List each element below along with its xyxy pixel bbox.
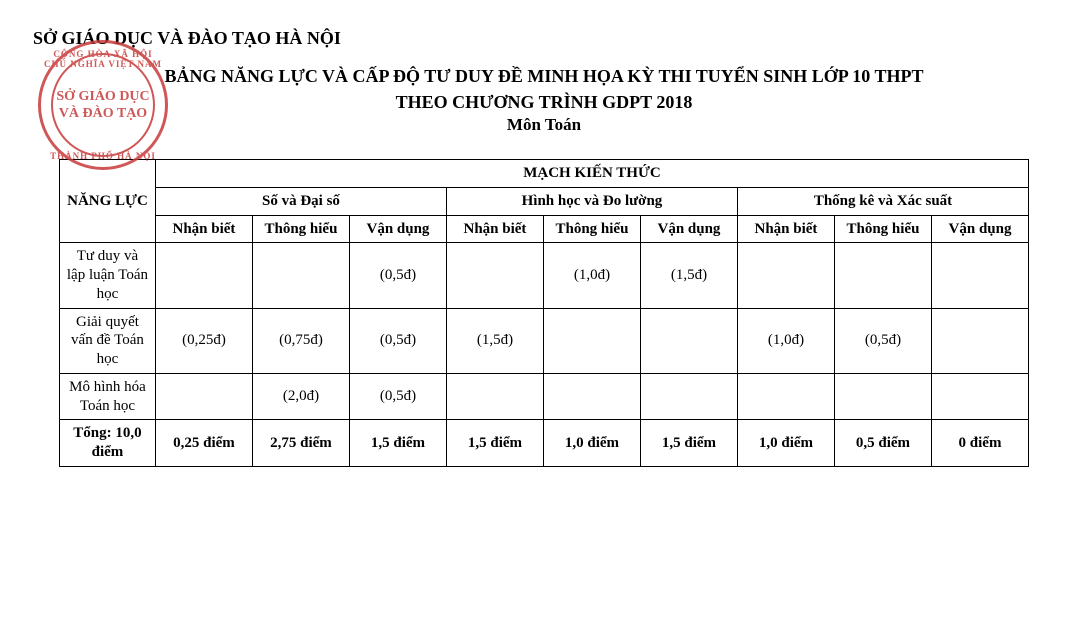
cell-1-6: (1,0đ): [737, 308, 834, 373]
header-level-1-2: Vận dụng: [640, 215, 737, 243]
cell-0-0: [155, 243, 252, 308]
cell-2-2: (0,5đ): [349, 373, 446, 420]
header-level-1-0: Nhận biết: [446, 215, 543, 243]
header-group-1: Hình học và Đo lường: [446, 187, 737, 215]
total-0: 0,25 điểm: [155, 420, 252, 467]
total-6: 1,0 điểm: [737, 420, 834, 467]
table-row: Giải quyết vấn đề Toán học (0,25đ) (0,75…: [59, 308, 1028, 373]
cell-1-3: (1,5đ): [446, 308, 543, 373]
totals-row: Tổng: 10,0 điểm 0,25 điểm 2,75 điểm 1,5 …: [59, 420, 1028, 467]
total-4: 1,0 điểm: [543, 420, 640, 467]
cell-2-8: [931, 373, 1028, 420]
cell-2-5: [640, 373, 737, 420]
total-7: 0,5 điểm: [834, 420, 931, 467]
header-nang-luc: NĂNG LỰC: [59, 160, 155, 243]
organization-name: SỞ GIÁO DỤC VÀ ĐÀO TẠO HÀ NỘI: [33, 28, 1058, 49]
cell-2-1: (2,0đ): [252, 373, 349, 420]
cell-1-8: [931, 308, 1028, 373]
row-name-1: Giải quyết vấn đề Toán học: [59, 308, 155, 373]
table-row: Tư duy và lập luận Toán học (0,5đ) (1,0đ…: [59, 243, 1028, 308]
cell-0-7: [834, 243, 931, 308]
cell-0-4: (1,0đ): [543, 243, 640, 308]
header-level-0-1: Thông hiểu: [252, 215, 349, 243]
cell-1-4: [543, 308, 640, 373]
header-level-2-0: Nhận biết: [737, 215, 834, 243]
header-level-0-0: Nhận biết: [155, 215, 252, 243]
header-level-2-1: Thông hiểu: [834, 215, 931, 243]
cell-1-7: (0,5đ): [834, 308, 931, 373]
row-name-2: Mô hình hóa Toán học: [59, 373, 155, 420]
title-line-2: THEO CHƯƠNG TRÌNH GDPT 2018: [30, 89, 1058, 115]
cell-0-8: [931, 243, 1028, 308]
header-level-0-2: Vận dụng: [349, 215, 446, 243]
cell-0-5: (1,5đ): [640, 243, 737, 308]
total-8: 0 điểm: [931, 420, 1028, 467]
cell-0-2: (0,5đ): [349, 243, 446, 308]
table-row: Mô hình hóa Toán học (2,0đ) (0,5đ): [59, 373, 1028, 420]
total-1: 2,75 điểm: [252, 420, 349, 467]
cell-0-6: [737, 243, 834, 308]
competency-table: NĂNG LỰC MẠCH KIẾN THỨC Số và Đại số Hìn…: [59, 159, 1029, 467]
header-levels-row: Nhận biết Thông hiểu Vận dụng Nhận biết …: [59, 215, 1028, 243]
cell-1-0: (0,25đ): [155, 308, 252, 373]
cell-2-4: [543, 373, 640, 420]
cell-1-2: (0,5đ): [349, 308, 446, 373]
total-label: Tổng: 10,0 điểm: [59, 420, 155, 467]
header-level-1-1: Thông hiểu: [543, 215, 640, 243]
header-groups-row: Số và Đại số Hình học và Đo lường Thống …: [59, 187, 1028, 215]
cell-2-3: [446, 373, 543, 420]
cell-1-1: (0,75đ): [252, 308, 349, 373]
cell-2-7: [834, 373, 931, 420]
title-line-1: BẢNG NĂNG LỰC VÀ CẤP ĐỘ TƯ DUY ĐỀ MINH H…: [30, 63, 1058, 89]
title-block: BẢNG NĂNG LỰC VÀ CẤP ĐỘ TƯ DUY ĐỀ MINH H…: [30, 63, 1058, 135]
subject-line: Môn Toán: [30, 115, 1058, 135]
header-level-2-2: Vận dụng: [931, 215, 1028, 243]
cell-2-6: [737, 373, 834, 420]
cell-2-0: [155, 373, 252, 420]
cell-1-5: [640, 308, 737, 373]
cell-0-3: [446, 243, 543, 308]
total-2: 1,5 điểm: [349, 420, 446, 467]
cell-0-1: [252, 243, 349, 308]
row-name-0: Tư duy và lập luận Toán học: [59, 243, 155, 308]
header-group-0: Số và Đại số: [155, 187, 446, 215]
total-5: 1,5 điểm: [640, 420, 737, 467]
header-mach-kien-thuc: MẠCH KIẾN THỨC: [155, 160, 1028, 188]
header-group-2: Thống kê và Xác suất: [737, 187, 1028, 215]
total-3: 1,5 điểm: [446, 420, 543, 467]
